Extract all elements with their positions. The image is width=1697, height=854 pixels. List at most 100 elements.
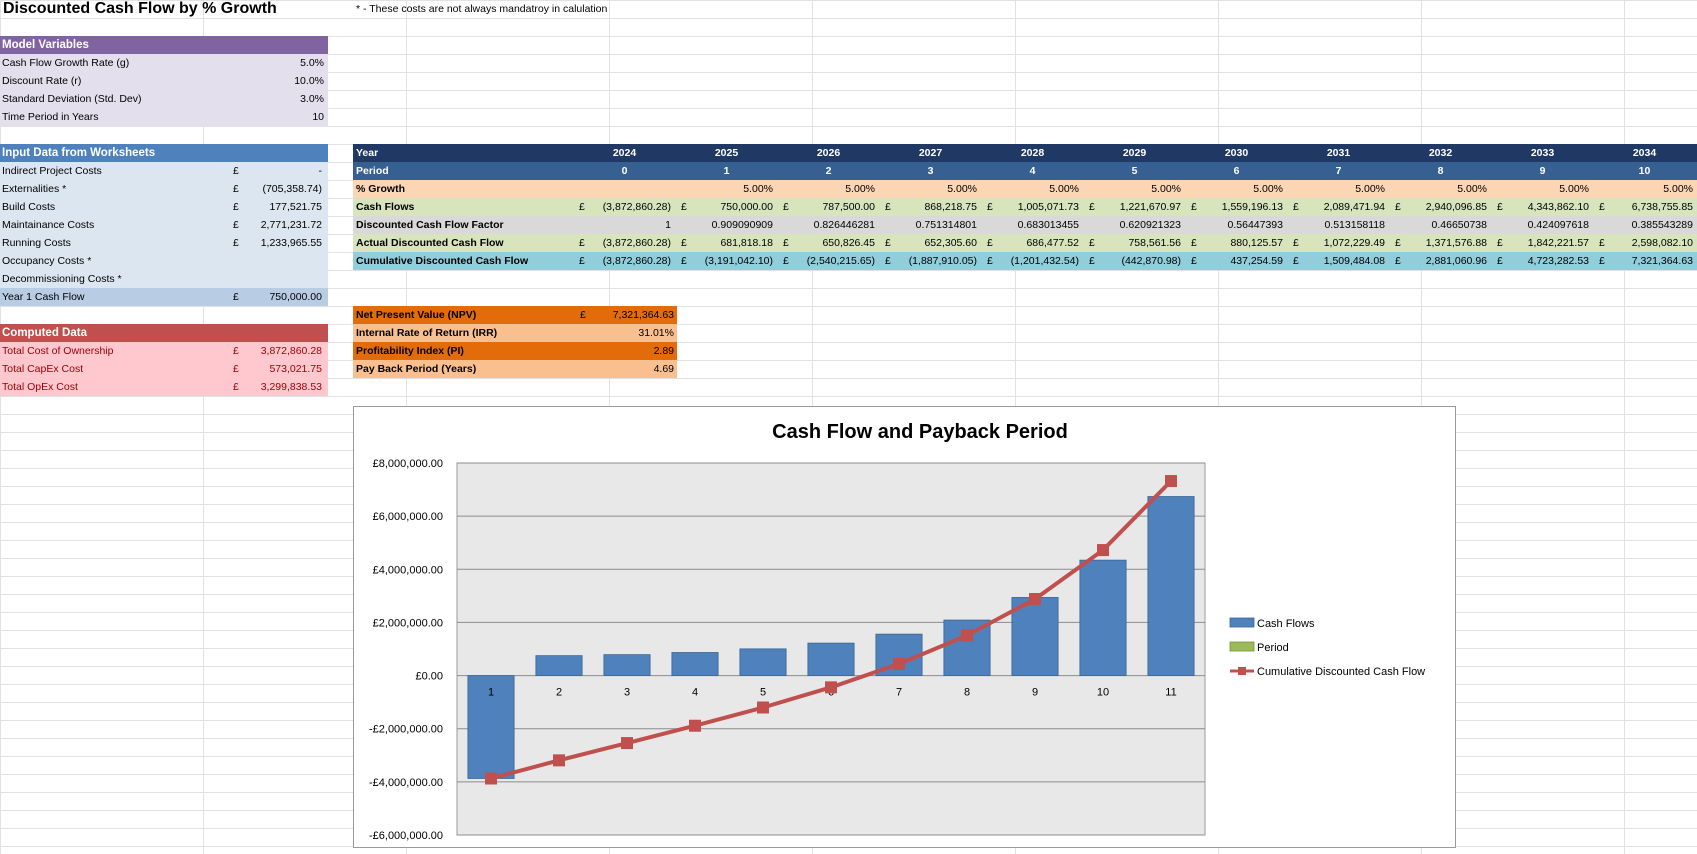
cashflow-row-cell[interactable]: 1,559,196.13	[1221, 201, 1283, 213]
growth-row-cell[interactable]: 5.00%	[1049, 183, 1079, 195]
cumulative-dcf-row-cell[interactable]: (2,540,215.65)	[806, 255, 875, 267]
cashflow-row-cell[interactable]: 4,343,862.10	[1527, 201, 1589, 213]
year-row-cell[interactable]: 2025	[714, 147, 739, 159]
input-data-row[interactable]: Indirect Project Costs £ -	[0, 162, 328, 180]
factor-row-cell[interactable]: 0.385543289	[1631, 219, 1693, 231]
cash-flow-bar[interactable]	[467, 675, 515, 779]
cashflow-row-cell[interactable]: 1,221,670.97	[1119, 201, 1181, 213]
cashflow-row-cell[interactable]: 2,089,471.94	[1323, 201, 1385, 213]
model-variable-value[interactable]: 5.0%	[300, 57, 324, 69]
model-variable-value[interactable]: 10	[312, 111, 324, 123]
year-row[interactable]: Year 2024 2025 2026 2027 2028 2029 2030 2031 2032…	[353, 144, 1697, 162]
year-row-cell[interactable]: 2027	[918, 147, 943, 159]
input-data-value[interactable]: -	[318, 165, 323, 177]
actual-dcf-row-cell[interactable]: (3,872,860.28)	[602, 237, 671, 249]
actual-dcf-row-cell[interactable]: 652,305.60	[924, 237, 977, 249]
input-data-value[interactable]: 2,771,231.72	[260, 219, 322, 231]
model-variable-row[interactable]: Discount Rate (r) 10.0%	[0, 72, 328, 90]
cash-flow-bar[interactable]	[535, 655, 583, 676]
factor-row[interactable]: Discounted Cash Flow Factor 1 0.909090909 0…	[353, 216, 1697, 234]
cumulative-dcf-row-cell[interactable]: (442,870.98)	[1121, 255, 1181, 267]
cumulative-dcf-row-cell[interactable]: 1,509,484.08	[1323, 255, 1385, 267]
actual-dcf-row-cell[interactable]: 686,477.52	[1026, 237, 1079, 249]
cashflow-row-cell[interactable]: 6,738,755.85	[1631, 201, 1693, 213]
period-row-cell[interactable]: 2	[825, 165, 832, 177]
computed-data-header[interactable]: Computed Data	[0, 324, 328, 342]
period-row-cell[interactable]: 1	[723, 165, 730, 177]
growth-row-cell[interactable]: 5.00%	[1663, 183, 1693, 195]
growth-row[interactable]: % Growth 5.00% 5.00% 5.00% 5.00% 5.00% 5.00% 5.…	[353, 180, 1697, 198]
growth-row-cell[interactable]: 5.00%	[845, 183, 875, 195]
cash-flow-bar[interactable]	[807, 642, 855, 676]
factor-row-cell[interactable]: 0.683013455	[1017, 219, 1079, 231]
cumulative-dcf-row-cell[interactable]: (3,872,860.28)	[602, 255, 671, 267]
factor-row-cell[interactable]: 0.46650738	[1431, 219, 1487, 231]
factor-row-cell[interactable]: 0.424097618	[1527, 219, 1589, 231]
computed-data-value[interactable]: 3,299,838.53	[260, 381, 322, 393]
cashflow-row-cell[interactable]: 868,218.75	[924, 201, 977, 213]
cumulative-dcf-row-cell[interactable]: (1,201,432.54)	[1010, 255, 1079, 267]
factor-row-cell[interactable]: 0.620921323	[1119, 219, 1181, 231]
model-variable-row[interactable]: Cash Flow Growth Rate (g) 5.0%	[0, 54, 328, 72]
chart[interactable]: Cash Flow and Payback Period £8,000,000.0…	[353, 406, 1456, 848]
actual-dcf-row-cell[interactable]: 1,842,221.57	[1527, 237, 1589, 249]
year-row-cell[interactable]: 2029	[1122, 147, 1147, 159]
cumulative-dcf-row-cell[interactable]: (3,191,042.10)	[704, 255, 773, 267]
model-variable-value[interactable]: 3.0%	[300, 93, 324, 105]
period-row-cell[interactable]: 9	[1539, 165, 1546, 177]
cumulative-dcf-row-cell[interactable]: (1,887,910.05)	[908, 255, 977, 267]
cumulative-dcf-row[interactable]: Cumulative Discounted Cash Flow £ (3,872,8…	[353, 252, 1697, 270]
period-row-cell[interactable]: 7	[1335, 165, 1342, 177]
growth-row-cell[interactable]: 5.00%	[947, 183, 977, 195]
summary-irr-value[interactable]: 31.01%	[638, 327, 674, 339]
factor-row-cell[interactable]: 1	[665, 219, 671, 231]
factor-row-cell[interactable]: 0.56447393	[1227, 219, 1283, 231]
cashflow-row[interactable]: Cash Flows £ (3,872,860.28) £750,000.00 £787…	[353, 198, 1697, 216]
year-row-cell[interactable]: 2031	[1326, 147, 1351, 159]
cumulative-marker[interactable]	[961, 629, 973, 642]
cumulative-marker[interactable]	[1097, 544, 1109, 557]
cumulative-marker[interactable]	[485, 772, 497, 785]
model-variable-row[interactable]: Standard Deviation (Std. Dev) 3.0%	[0, 90, 328, 108]
period-row-cell[interactable]: 6	[1233, 165, 1240, 177]
summary-pi-row[interactable]: Profitability Index (PI) 2.89	[353, 342, 677, 360]
year-row-cell[interactable]: 2032	[1428, 147, 1453, 159]
cumulative-dcf-row-cell[interactable]: 2,881,060.96	[1425, 255, 1487, 267]
computed-data-row[interactable]: Total OpEx Cost £3,299,838.53	[0, 378, 328, 396]
input-data-value[interactable]: (705,358.74)	[262, 183, 322, 195]
actual-dcf-row-cell[interactable]: 650,826.45	[822, 237, 875, 249]
growth-row-cell[interactable]: 5.00%	[1151, 183, 1181, 195]
computed-data-row[interactable]: Total Cost of Ownership £3,872,860.28	[0, 342, 328, 360]
summary-pi-value[interactable]: 2.89	[653, 345, 674, 357]
period-row-cell[interactable]: 5	[1131, 165, 1138, 177]
cumulative-marker[interactable]	[621, 737, 633, 750]
computed-data-value[interactable]: 573,021.75	[269, 363, 322, 375]
growth-row-cell[interactable]: 5.00%	[743, 183, 773, 195]
factor-row-cell[interactable]: 0.826446281	[813, 219, 875, 231]
year-row-cell[interactable]: 2026	[816, 147, 841, 159]
model-variable-value[interactable]: 10.0%	[294, 75, 324, 87]
cumulative-marker[interactable]	[757, 701, 769, 714]
input-data-value[interactable]: 177,521.75	[269, 201, 322, 213]
input-data-header[interactable]: Input Data from Worksheets	[0, 144, 328, 162]
cumulative-marker[interactable]	[893, 657, 905, 670]
cashflow-row-cell[interactable]: (3,872,860.28)	[602, 201, 671, 213]
year1-cash-flow-value[interactable]: 750,000.00	[269, 291, 322, 303]
year1-cash-flow-row[interactable]: Year 1 Cash Flow £ 750,000.00	[0, 288, 328, 306]
cashflow-row-cell[interactable]: 1,005,071.73	[1017, 201, 1079, 213]
year-row-cell[interactable]: 2030	[1224, 147, 1249, 159]
cumulative-dcf-row-cell[interactable]: 437,254.59	[1230, 255, 1283, 267]
input-data-row[interactable]: Running Costs £1,233,965.55	[0, 234, 328, 252]
cash-flow-bar[interactable]	[1079, 559, 1127, 676]
summary-payback-row[interactable]: Pay Back Period (Years) 4.69	[353, 360, 677, 378]
model-variables-header[interactable]: Model Variables	[0, 36, 328, 54]
cumulative-marker[interactable]	[553, 754, 565, 767]
cash-flow-bar[interactable]	[671, 652, 719, 676]
year-row-cell[interactable]: 2033	[1530, 147, 1555, 159]
factor-row-cell[interactable]: 0.751314801	[915, 219, 977, 231]
input-data-row[interactable]: Maintainance Costs £2,771,231.72	[0, 216, 328, 234]
growth-row-cell[interactable]: 5.00%	[1355, 183, 1385, 195]
input-data-row[interactable]: Occupancy Costs *	[0, 252, 328, 270]
growth-row-cell[interactable]: 5.00%	[1457, 183, 1487, 195]
factor-row-cell[interactable]: 0.513158118	[1324, 219, 1385, 231]
